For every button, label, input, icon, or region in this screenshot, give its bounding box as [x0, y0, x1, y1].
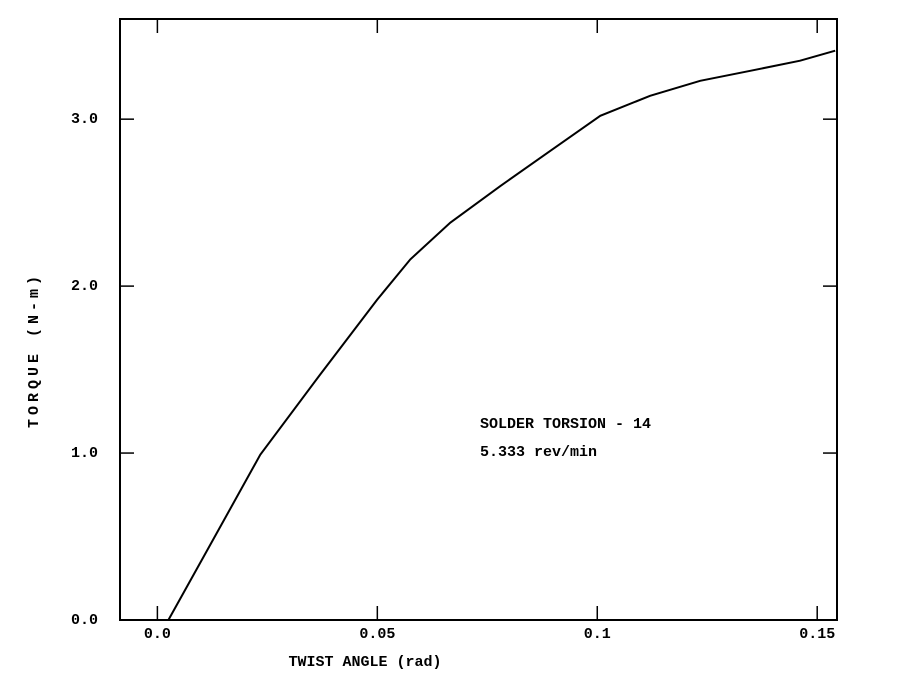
x-axis-label: TWIST ANGLE (rad): [288, 654, 441, 671]
y-axis-label: TORQUE (N-m): [26, 272, 43, 428]
x-tick-label: 0.05: [359, 626, 395, 643]
x-tick-label: 0.15: [799, 626, 835, 643]
data-line: [167, 49, 836, 621]
x-tick-label: 0.1: [584, 626, 611, 643]
annotation: SOLDER TORSION - 14: [480, 416, 651, 433]
y-tick-label: 3.0: [71, 111, 98, 128]
y-tick-label: 2.0: [71, 278, 98, 295]
y-tick-label: 1.0: [71, 445, 98, 462]
plot-frame: [119, 18, 838, 621]
annotation: 5.333 rev/min: [480, 444, 597, 461]
y-tick-label: 0.0: [71, 612, 98, 629]
x-tick-label: 0.0: [144, 626, 171, 643]
